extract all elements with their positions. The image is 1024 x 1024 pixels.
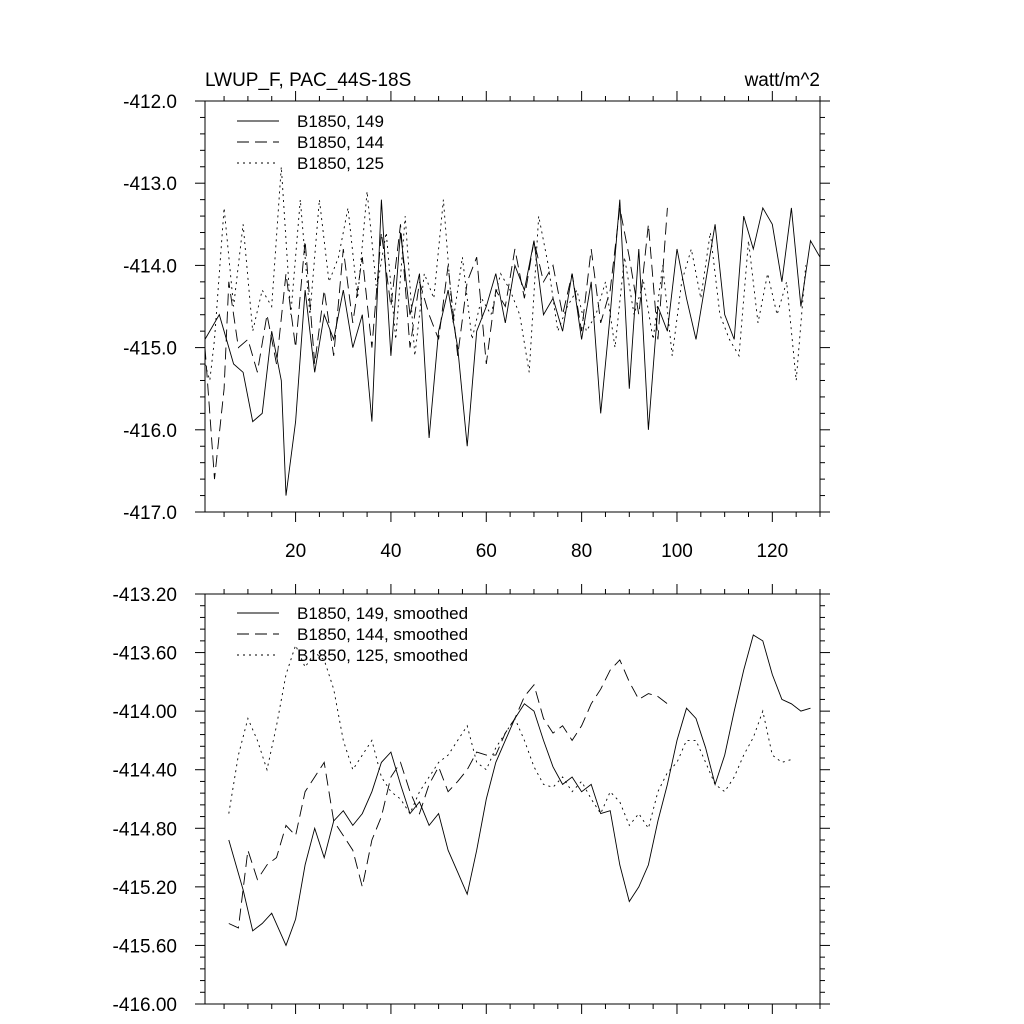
legend-label: B1850, 144, smoothed [297,625,468,644]
y-tick-label: -415.60 [113,936,177,957]
legend-label: B1850, 125, smoothed [297,646,468,665]
y-tick-label: -415.20 [113,878,177,899]
legend-label: B1850, 149, smoothed [297,604,468,623]
units-label: watt/m^2 [744,70,820,91]
y-tick-label: -413.0 [123,174,177,195]
legend-label: B1850, 149 [297,112,384,131]
x-tick-label: 120 [756,541,788,562]
x-tick-label: 60 [476,541,497,562]
series-line-dashed [204,207,668,480]
x-tick-label: 100 [661,541,693,562]
y-tick-label: -414.00 [113,702,177,723]
y-tick-label: -414.40 [113,761,177,782]
top-series-layer [204,166,821,496]
top-plot-frame [204,100,821,513]
x-tick-label: 20 [285,541,306,562]
series-line-dotted [204,166,807,381]
y-tick-label: -416.00 [113,995,177,1016]
legend-label: B1850, 125 [297,154,384,173]
top-legend: B1850, 149 B1850, 144 B1850, 125 [237,112,384,173]
bottom-plot-panel: -416.00 -415.60 -415.20 -414.80 -414.40 -414.… [113,584,830,1016]
y-tick-label: -417.0 [123,503,177,524]
bottom-axis-ticks: -416.00 -415.60 -415.20 -414.80 -414.40 -414.… [113,584,830,1016]
y-tick-label: -412.0 [123,92,177,113]
series-line-dotted [228,644,792,830]
chart-title: LWUP_F, PAC_44S-18S [205,70,411,91]
bottom-series-layer [228,634,811,947]
y-tick-label: -413.20 [113,585,177,606]
y-tick-label: -415.0 [123,339,177,360]
series-line-solid [204,199,821,496]
x-tick-label: 80 [571,541,592,562]
legend-label: B1850, 144 [297,133,384,152]
bottom-legend: B1850, 149, smoothed B1850, 144, smoothed… [237,604,468,665]
top-axis-ticks: -417.0 -416.0 -415.0 -414.0 -413.0 -412.0 20 40… [123,91,830,562]
x-tick-label: 40 [380,541,401,562]
y-tick-label: -413.60 [113,644,177,665]
bottom-plot-frame [204,593,821,1005]
y-tick-label: -414.0 [123,256,177,277]
y-tick-label: -414.80 [113,819,177,840]
y-tick-label: -416.0 [123,421,177,442]
top-plot-panel: LWUP_F, PAC_44S-18S watt/m^2 -417.0 -416.… [123,70,830,562]
series-line-dashed [228,659,668,929]
